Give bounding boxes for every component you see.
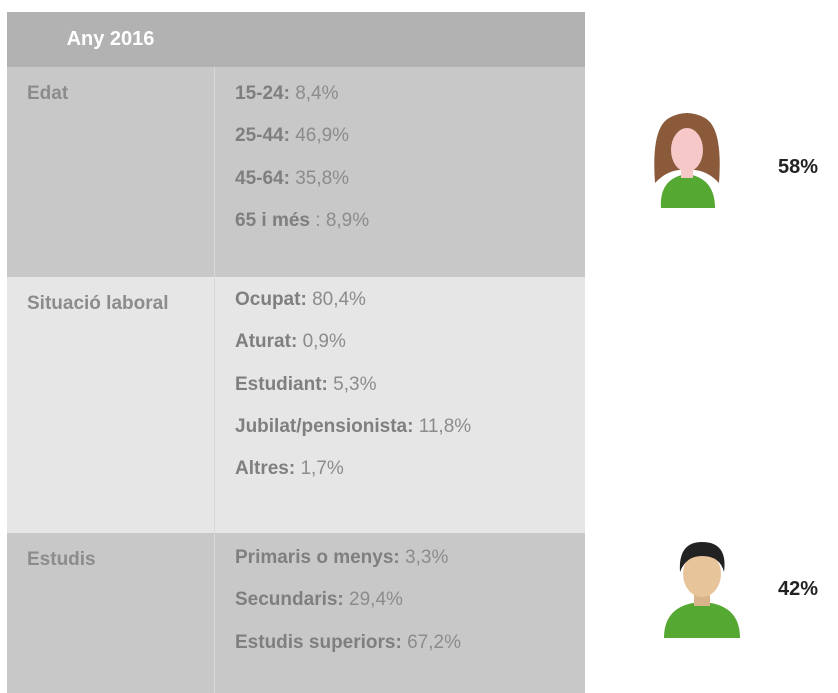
item: Secundaris: 29,4% bbox=[235, 589, 403, 611]
item-label: Aturat: bbox=[235, 331, 298, 353]
column-separator bbox=[214, 533, 215, 693]
table-row: Estudis Primaris o menys: 3,3% Secundaris:… bbox=[7, 533, 585, 693]
item-label: 65 i més bbox=[235, 209, 310, 231]
item-label: Primaris o menys: bbox=[235, 547, 400, 568]
item-value: 46,9% bbox=[295, 125, 350, 147]
column-separator bbox=[214, 67, 215, 277]
male-icon bbox=[664, 542, 740, 638]
item: Altres: 1,7% bbox=[235, 458, 344, 480]
item: Estudiant: 5,3% bbox=[235, 374, 376, 396]
item: Ocupat: 80,4% bbox=[235, 289, 366, 311]
item-value: 80,4% bbox=[312, 289, 366, 310]
stat-value: 58% bbox=[778, 156, 819, 178]
item-label: Secundaris: bbox=[235, 589, 344, 611]
item: Estudis superiors: 67,2% bbox=[235, 632, 461, 654]
item-label: Ocupat: bbox=[235, 289, 307, 310]
stat-value: 42% bbox=[778, 578, 819, 600]
item-value: 11,8% bbox=[418, 415, 472, 437]
header-title: Any 2016 bbox=[66, 28, 155, 50]
column-separator bbox=[214, 277, 215, 533]
item-value: 35,8% bbox=[295, 167, 350, 189]
item-label: 45-64: bbox=[235, 167, 290, 189]
item-label: 25-44: bbox=[235, 125, 290, 147]
item-value: : 8,9% bbox=[315, 209, 370, 231]
female-icon bbox=[654, 113, 720, 208]
item: Aturat: 0,9% bbox=[235, 331, 346, 353]
item-value: 67,2% bbox=[407, 631, 461, 653]
item-value: 3,3% bbox=[405, 547, 449, 568]
item: 65 i més : 8,9% bbox=[235, 210, 369, 232]
item-value: 29,4% bbox=[349, 589, 403, 611]
table-row: Situació laboral Ocupat: 80,4% Aturat: 0,9… bbox=[7, 277, 585, 533]
item-label: 15-24: bbox=[235, 83, 290, 104]
item-value: 5,3% bbox=[333, 373, 377, 395]
item: 15-24: 8,4% bbox=[235, 83, 339, 105]
row-label: Estudis bbox=[27, 549, 96, 570]
row-label: Edat bbox=[27, 83, 69, 104]
row-label: Situació laboral bbox=[27, 293, 169, 314]
item-value: 0,9% bbox=[302, 331, 346, 353]
item: 45-64: 35,8% bbox=[235, 168, 349, 190]
item-label: Jubilat/pensionista: bbox=[235, 415, 414, 437]
item-label: Altres: bbox=[235, 458, 296, 480]
table-header bbox=[7, 12, 585, 67]
item-value: 8,4% bbox=[295, 83, 339, 104]
item-label: Estudis superiors: bbox=[235, 631, 402, 653]
table-row: Edat 15-24: 8,4% 25-44: 46,9% 45-64: 35,8% 6… bbox=[7, 67, 585, 277]
item-value: 1,7% bbox=[300, 458, 344, 480]
item: Primaris o menys: 3,3% bbox=[235, 547, 448, 569]
item: Jubilat/pensionista: 11,8% bbox=[235, 416, 471, 438]
item: 25-44: 46,9% bbox=[235, 125, 349, 147]
item-label: Estudiant: bbox=[235, 373, 328, 395]
